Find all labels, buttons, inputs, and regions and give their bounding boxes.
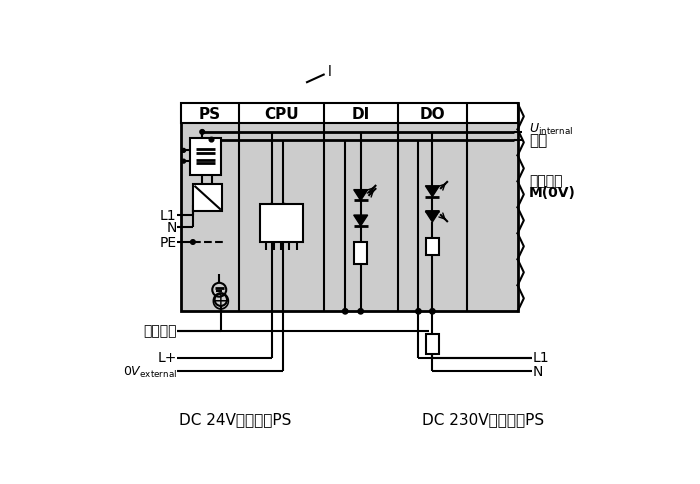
Polygon shape [354,190,368,201]
Circle shape [416,309,421,314]
Text: L1: L1 [533,351,550,365]
Circle shape [209,138,214,143]
Text: L+: L+ [158,351,176,365]
Bar [354,242,367,264]
Text: DI: DI [351,106,370,121]
Circle shape [190,240,195,245]
Polygon shape [426,186,440,197]
Circle shape [358,309,363,314]
Text: 数据: 数据 [529,133,547,148]
Text: 机框地线: 机框地线 [143,324,176,338]
Bar [181,104,517,312]
Text: L1: L1 [160,209,176,223]
Text: DO: DO [419,106,445,121]
Text: 参考电位: 参考电位 [529,174,563,188]
Text: $\bigoplus$: $\bigoplus$ [211,289,230,311]
Bar [260,204,303,242]
Text: PE: PE [160,236,176,249]
Text: l: l [328,65,332,79]
Bar [190,139,220,176]
Text: N: N [167,220,176,234]
Text: N: N [533,364,543,378]
Circle shape [200,130,204,135]
Polygon shape [354,215,368,227]
Bar [181,104,517,123]
Text: DC 24V负载电流PS: DC 24V负载电流PS [178,412,291,427]
Circle shape [182,149,186,153]
Polygon shape [426,212,440,223]
Text: DC 230V负载电流PS: DC 230V负载电流PS [421,412,544,427]
Bar [426,239,439,256]
Text: PS: PS [199,106,220,121]
Text: M(0V): M(0V) [529,185,576,199]
Bar [426,335,439,354]
Circle shape [430,309,435,314]
Text: $U_\mathrm{internal}$: $U_\mathrm{internal}$ [529,121,573,136]
Text: $0V_\mathrm{external}$: $0V_\mathrm{external}$ [122,364,176,379]
Bar [193,185,223,212]
Circle shape [182,160,186,164]
Text: CPU: CPU [264,106,299,121]
Circle shape [342,309,348,314]
